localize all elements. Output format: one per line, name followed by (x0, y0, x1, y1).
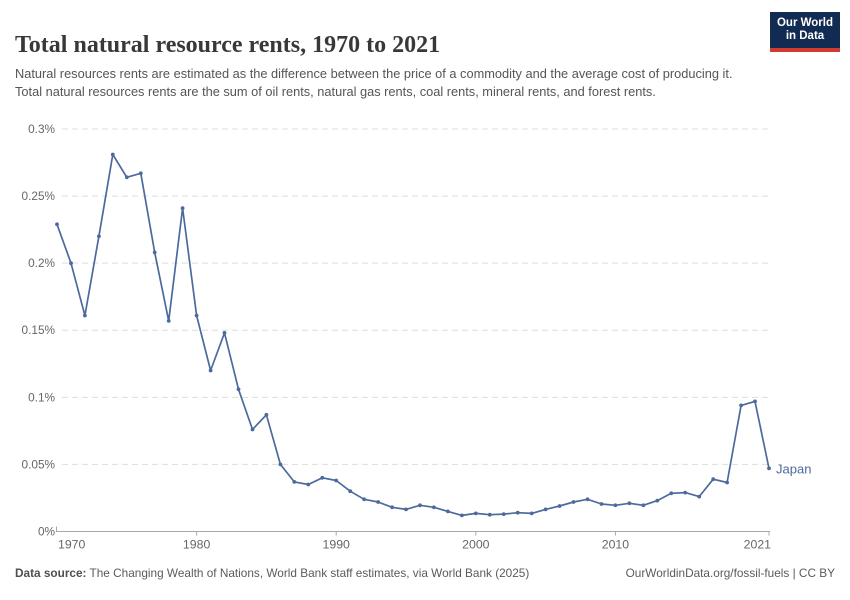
chart-title: Total natural resource rents, 1970 to 20… (15, 32, 441, 59)
chart-area[interactable]: 0% 0.05% 0.1% 0.15% 0.2% 0.25% 0.3% 1970 1980 199… (0, 113, 850, 573)
data-point[interactable] (697, 494, 702, 499)
x-tick-label: 2000 (462, 538, 490, 552)
data-point[interactable] (362, 497, 366, 502)
data-point[interactable] (306, 482, 311, 487)
owid-logo[interactable]: Our World in Data (770, 12, 840, 52)
data-point[interactable] (55, 222, 59, 227)
data-point[interactable] (69, 261, 73, 266)
data-point[interactable] (432, 505, 436, 510)
data-point[interactable] (501, 512, 506, 516)
y-tick-label: 0.2% (28, 256, 55, 270)
data-point[interactable] (152, 250, 157, 255)
y-tick-label: 0.25% (22, 189, 56, 203)
data-point[interactable] (460, 513, 464, 518)
data-point[interactable] (348, 489, 353, 494)
chart-subtitle: Natural resources rents are estimated as… (15, 65, 733, 99)
data-point[interactable] (669, 491, 674, 496)
data-point[interactable] (278, 462, 283, 467)
data-point[interactable] (194, 313, 199, 318)
data-point[interactable] (557, 504, 562, 508)
data-point[interactable] (529, 511, 534, 516)
x-tick-label: 2021 (744, 538, 772, 552)
data-point[interactable] (83, 313, 87, 318)
data-point[interactable] (585, 497, 590, 502)
y-tick-label: 0.1% (28, 390, 55, 404)
data-point[interactable] (124, 175, 129, 180)
data-point[interactable] (236, 387, 241, 392)
data-point[interactable] (683, 490, 688, 495)
data-point[interactable] (655, 498, 660, 503)
data-source: Data source: The Changing Wealth of Nati… (15, 566, 529, 580)
data-point[interactable] (487, 512, 492, 517)
line-chart-svg[interactable]: 0% 0.05% 0.1% 0.15% 0.2% 0.25% 0.3% 1970 1980 199… (0, 113, 850, 573)
owid-credit-link[interactable]: OurWorldinData.org/fossil-fuels | CC BY (625, 566, 835, 580)
data-point[interactable] (404, 507, 408, 512)
x-tick-label: 1970 (58, 538, 86, 552)
y-tick-label: 0% (38, 525, 56, 539)
owid-logo-line1: Our World (776, 16, 833, 29)
x-tick-label: 1990 (323, 538, 351, 552)
data-point[interactable] (753, 399, 757, 404)
data-point[interactable] (334, 478, 339, 483)
data-point[interactable] (473, 511, 478, 516)
data-point[interactable] (222, 331, 227, 335)
data-point[interactable] (739, 403, 743, 408)
data-point[interactable] (613, 503, 618, 508)
data-point[interactable] (320, 475, 325, 480)
data-point[interactable] (166, 319, 171, 323)
data-point[interactable] (767, 466, 771, 471)
chart-footer: Data source: The Changing Wealth of Nati… (15, 566, 835, 580)
data-point[interactable] (110, 152, 115, 157)
data-point[interactable] (599, 502, 604, 506)
data-point[interactable] (418, 503, 422, 508)
x-tick-label: 2010 (602, 538, 630, 552)
data-point[interactable] (264, 412, 269, 417)
data-point[interactable] (446, 509, 450, 514)
data-point[interactable] (208, 368, 213, 373)
data-point[interactable] (515, 510, 520, 515)
data-point[interactable] (292, 480, 297, 484)
data-point[interactable] (725, 480, 729, 485)
data-point[interactable] (627, 501, 632, 506)
x-tick-label: 1980 (183, 538, 211, 552)
data-point[interactable] (543, 507, 548, 512)
data-point[interactable] (250, 427, 255, 432)
data-point[interactable] (97, 234, 101, 239)
data-point[interactable] (390, 505, 394, 510)
data-point[interactable] (180, 206, 185, 211)
series-label[interactable]: Japan (776, 461, 811, 476)
data-point[interactable] (571, 500, 576, 504)
data-point[interactable] (138, 171, 143, 176)
y-tick-label: 0.3% (28, 122, 55, 136)
data-point[interactable] (641, 503, 646, 508)
owid-logo-line2: in Data (785, 30, 825, 42)
y-tick-label: 0.15% (22, 323, 56, 337)
data-point[interactable] (711, 477, 716, 482)
data-source-text: The Changing Wealth of Nations, World Ba… (86, 566, 530, 580)
data-source-label: Data source: (15, 566, 87, 580)
y-tick-label: 0.05% (22, 457, 56, 471)
japan-line[interactable] (56, 153, 770, 517)
data-point[interactable] (376, 500, 380, 504)
